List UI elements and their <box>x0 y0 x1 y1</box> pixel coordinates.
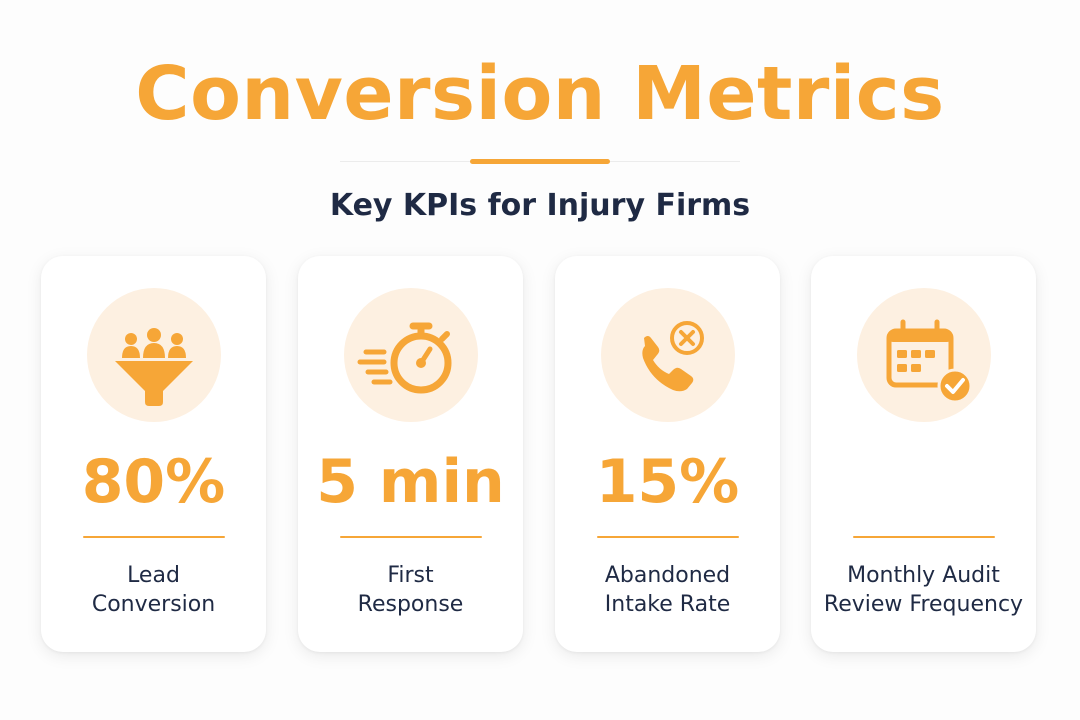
calendar-check-icon <box>886 319 973 404</box>
phone-cancel-icon <box>642 321 704 392</box>
kpi-card-first-response: 5 min First Response <box>298 256 523 652</box>
metric-label: First Response <box>357 563 464 617</box>
metric-label: Monthly Audit Review Frequency <box>823 563 1024 617</box>
title-divider-accent <box>470 159 610 164</box>
metric-divider <box>340 536 482 538</box>
metric-label: Abandoned Intake Rate <box>604 563 731 617</box>
metric-divider <box>597 536 739 538</box>
icon-circle <box>601 288 735 422</box>
icon-circle <box>87 288 221 422</box>
stopwatch-icon <box>357 322 452 394</box>
metric-value: 80% <box>81 447 226 517</box>
funnel-people-icon <box>115 328 193 406</box>
icon-circle <box>344 288 478 422</box>
metric-value: 5 min <box>316 447 505 517</box>
kpi-card-monthly-audit: Monthly Audit Review Frequency <box>811 256 1036 652</box>
page-title: Conversion Metrics <box>135 51 945 137</box>
page-subtitle: Key KPIs for Injury Firms <box>329 188 751 223</box>
kpi-card-abandoned-intake: 15% Abandoned Intake Rate <box>555 256 780 652</box>
metric-divider <box>853 536 995 538</box>
metric-label: Lead Conversion <box>91 563 216 617</box>
metric-value: 15% <box>595 447 740 517</box>
kpi-card-lead-conversion: 80% Lead Conversion <box>41 256 266 652</box>
metric-divider <box>83 536 225 538</box>
icon-circle <box>857 288 991 422</box>
